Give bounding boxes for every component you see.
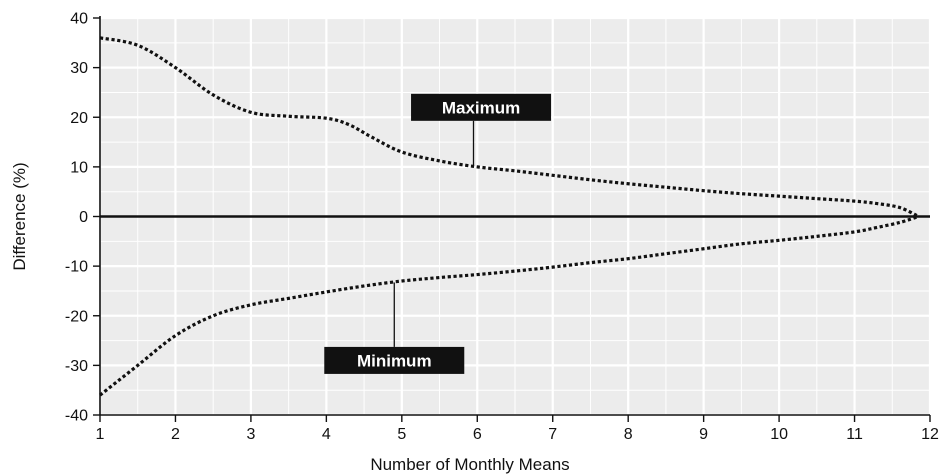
y-tick-label: 0 [79, 209, 88, 226]
x-tick-label: 7 [548, 426, 557, 443]
y-tick-label: -20 [65, 308, 88, 325]
x-tick-label: 5 [397, 426, 406, 443]
callout-box [324, 346, 465, 374]
x-tick-label: 3 [246, 426, 255, 443]
x-tick-label: 6 [473, 426, 482, 443]
x-axis-title: Number of Monthly Means [370, 455, 569, 474]
callout-box [411, 93, 552, 121]
series-line-maximum [99, 36, 920, 218]
callout-label-maximum: Maximum [442, 98, 520, 117]
y-tick-label: -30 [65, 358, 88, 375]
y-axis-title: Difference (%) [10, 162, 29, 270]
x-tick-label: 12 [921, 426, 939, 443]
y-tick-label: -10 [65, 259, 88, 276]
y-tick-label: 30 [70, 60, 88, 77]
x-tick-label: 9 [699, 426, 708, 443]
y-tick-label: 20 [70, 110, 88, 127]
y-tick-label: 40 [70, 11, 88, 28]
x-tick-label: 8 [624, 426, 633, 443]
x-tick-label: 10 [770, 426, 788, 443]
callouts: Maximum Minimum [324, 93, 552, 374]
x-tick-label: 11 [846, 426, 863, 443]
y-tick-label: -40 [65, 408, 88, 425]
series-lines [99, 36, 930, 397]
axes [93, 16, 931, 422]
callout-label-minimum: Minimum [357, 351, 432, 370]
y-tick-label: 10 [70, 159, 88, 176]
series-line-minimum [99, 214, 920, 397]
x-tick-label: 2 [171, 426, 180, 443]
x-tick-label: 1 [96, 426, 105, 443]
x-tick-label: 4 [322, 426, 331, 443]
